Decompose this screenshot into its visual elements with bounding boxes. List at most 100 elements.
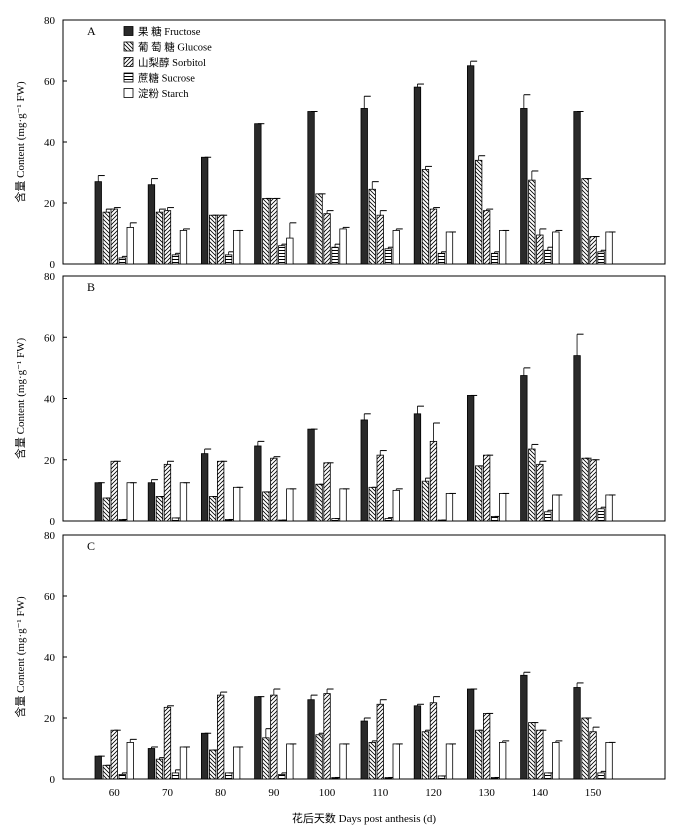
bar-glucose	[528, 722, 536, 780]
y-tick-label: 60	[44, 332, 56, 344]
x-tick-label: 150	[585, 787, 602, 799]
bar-fructose	[94, 482, 102, 522]
legend-swatch-starch	[123, 88, 134, 98]
panel-b: 0 20 40 60 80 B 含量 Content (mg·g⁻¹ FW)	[13, 271, 666, 528]
bar-sucrose	[490, 252, 499, 265]
panel-letter: A	[87, 24, 96, 38]
x-tick-label: 140	[532, 787, 549, 799]
y-tick-label: 80	[44, 271, 56, 283]
bar-glucose	[528, 179, 536, 265]
bar-starch	[126, 482, 134, 522]
bar-sucrose	[331, 246, 339, 265]
bar-fructose	[200, 453, 209, 522]
bar-starch	[286, 237, 294, 265]
bar-glucose	[368, 742, 376, 780]
bar-sorbitol	[110, 460, 118, 522]
bar-sucrose	[384, 248, 392, 265]
x-axis-title: 花后天数 Days post anthesis (d)	[292, 812, 437, 825]
x-tick-label: 130	[478, 787, 495, 799]
bar-starch	[605, 231, 613, 265]
bar-sucrose	[278, 245, 286, 265]
bar-sucrose	[384, 518, 392, 522]
bar-sorbitol	[536, 463, 544, 522]
bar-sorbitol	[216, 214, 225, 265]
bar-sorbitol	[216, 694, 225, 780]
bar-fructose	[466, 688, 475, 780]
bar-sorbitol	[376, 703, 384, 780]
bar-glucose	[315, 483, 323, 522]
bar-fructose	[466, 65, 475, 265]
bar-glucose	[581, 717, 589, 780]
bar-glucose	[315, 193, 323, 265]
bar-starch	[126, 226, 134, 265]
bar-sucrose	[118, 257, 126, 265]
bar-starch	[339, 743, 347, 780]
x-tick-label: 70	[162, 787, 174, 799]
y-axis-title: 含量 Content (mg·g⁻¹ FW)	[13, 596, 27, 718]
bar-sucrose	[224, 772, 233, 780]
bar-fructose	[413, 86, 422, 265]
bar-starch	[392, 743, 400, 780]
bar-glucose	[368, 486, 376, 522]
bar-sorbitol	[163, 210, 172, 265]
bar-sorbitol	[110, 729, 118, 780]
y-tick-label: 0	[50, 516, 56, 528]
bar-sucrose	[278, 774, 286, 780]
bar-glucose	[474, 729, 483, 780]
bar-fructose	[307, 699, 315, 780]
bar-glucose	[262, 737, 270, 780]
bar-sorbitol	[163, 463, 172, 522]
bar-sorbitol	[482, 210, 491, 265]
bar-starch	[552, 231, 560, 265]
bar-glucose	[102, 497, 110, 522]
bar-sucrose	[597, 508, 605, 522]
bar-starch	[179, 746, 188, 780]
bar-starch	[445, 743, 454, 780]
bar-starch	[498, 742, 507, 780]
bar-sorbitol	[429, 208, 438, 265]
bar-sorbitol	[429, 440, 438, 522]
bar-sucrose	[490, 516, 499, 522]
panel-letter: C	[87, 539, 95, 553]
x-tick-label: 110	[372, 787, 389, 799]
bar-glucose	[208, 749, 217, 780]
bar-glucose	[474, 465, 483, 522]
bar-starch	[605, 742, 613, 780]
bar-glucose	[208, 496, 217, 522]
panel-c: 0 20 40 60 80 60 70 80 90 100 110 120 130 140 150 C 含量 C…	[13, 530, 666, 825]
bar-fructose	[254, 123, 262, 265]
x-tick-label: 60	[109, 787, 121, 799]
bar-fructose	[466, 395, 475, 522]
bar-fructose	[573, 111, 581, 265]
bar-starch	[179, 230, 188, 265]
bar-sucrose	[224, 254, 233, 265]
bar-fructose	[360, 720, 368, 780]
bar-starch	[286, 488, 294, 522]
legend-label-fructose: 果 糖 Fructose	[138, 25, 201, 38]
bar-fructose	[147, 748, 156, 780]
bar-sucrose	[597, 772, 605, 780]
x-tick-label: 100	[319, 787, 336, 799]
y-tick-label: 60	[44, 76, 56, 88]
bar-sorbitol	[163, 706, 172, 780]
bar-starch	[232, 486, 241, 522]
y-tick-label: 80	[44, 15, 56, 27]
bar-fructose	[200, 732, 209, 780]
bar-fructose	[573, 687, 581, 780]
bar-glucose	[102, 764, 110, 780]
bar-fructose	[307, 428, 315, 522]
bar-starch	[552, 742, 560, 780]
y-tick-label: 40	[44, 394, 56, 406]
bar-glucose	[262, 491, 270, 522]
bar-fructose	[200, 156, 209, 265]
bar-starch	[605, 494, 613, 522]
bar-starch	[126, 742, 134, 780]
legend-swatch-sucrose	[123, 72, 134, 83]
bar-glucose	[208, 214, 217, 265]
bar-sucrose	[437, 252, 446, 265]
legend-label-glucose: 葡 萄 糖 Glucose	[138, 41, 212, 54]
bar-glucose	[262, 198, 270, 265]
bar-fructose	[147, 184, 156, 265]
bar-sorbitol	[589, 731, 597, 780]
bar-starch	[392, 489, 400, 522]
